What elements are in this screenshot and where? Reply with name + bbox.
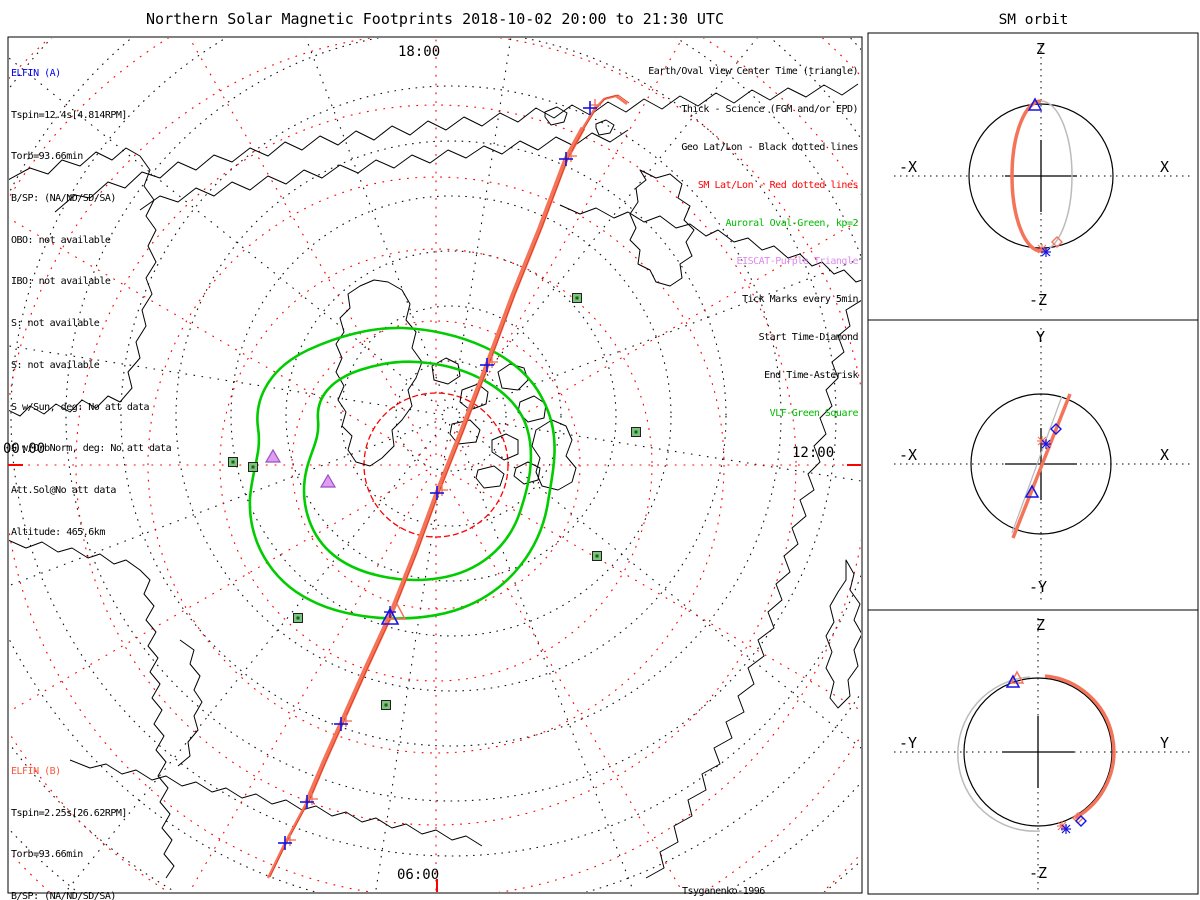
elfin-a-line: Torb=93.66min [11,151,83,163]
panel3-axis-right: Y [1160,734,1170,752]
elfin-a-line: S w/OrbNorm, deg: No att data [11,443,172,455]
panel2-axis-top: Y [1036,328,1046,346]
elfin-a-info: ELFIN (A) Tspin=12.4s[4.814RPM] Torb=93.… [11,39,172,567]
elfin-b-line: Tspin=2.25s[26.62RPM] [11,807,127,819]
legend-item: Earth/Oval View Center Time (triangle) [648,66,858,78]
legend-item: Start Time-Diamond [758,332,859,344]
elfin-b-line: B/SP: (NA/ND/SD/SA) [11,890,116,900]
panel2-axis-right: X [1160,446,1170,464]
mlt-label-06: 06:00 [397,867,440,883]
elfin-a-line: IBO: not available [11,276,111,288]
mlt-label-18: 18:00 [398,44,441,60]
sm-orbit-panels [894,45,1192,890]
legend-item: SM Lat/Lon - Red dotted lines [697,180,859,192]
legend-item: Thick - Science (FGM and/or EPD) [681,104,858,116]
elfin-a-line: Tspin=12.4s[4.814RPM] [11,109,127,121]
panel3-axis-top: Z [1036,616,1046,634]
elfin-a-line: B/SP: (NA/ND/SD/SA) [11,192,116,204]
panel1-axis-left: -X [899,158,918,176]
elfin-a-line: OBO: not available [11,234,111,246]
elfin-a-line: S w/Sun, deg: No att data [11,401,150,413]
elfin-a-line: Altitude: 465.6km [11,526,105,538]
geo-graticule [9,38,861,892]
station-markers [228,293,641,710]
panel1-axis-bottom: -Z [1029,291,1048,309]
panel3-axis-bottom: -Z [1029,864,1048,882]
auroral-oval [248,326,556,620]
plot-title: Northern Solar Magnetic Footprints 2018-… [146,10,724,28]
panel1-axis-top: Z [1036,40,1046,58]
sm-orbit-title: SM orbit [998,12,1069,28]
panel-frames [7,32,1199,895]
elfin-a-line: Att.Sol@No att data [11,485,116,496]
elfin-b-line: Torb=93.66min [11,849,83,861]
model-label: Tsyganenko-1996 [682,886,765,897]
legend-item: End Time-Asterisk [764,370,858,382]
elfin-b-info: ELFIN (B) Tspin=2.25s[26.62RPM] Torb=93.… [11,737,171,900]
mlt-label-12: 12:00 [792,445,835,461]
panel3-axis-left: -Y [899,734,918,752]
panel2-axis-bottom: -Y [1029,578,1048,596]
legend-item: VLF-Green Square [769,408,859,420]
map-legend: Earth/Oval View Center Time (triangle) T… [540,41,858,446]
legend-item: EISCAT-Purple Triangle [736,256,859,268]
coastlines [9,83,861,879]
map-footer: Tsyganenko-1996 Created: Sun Jan 29 08:3… [682,858,864,900]
panel1-axis-right: X [1160,158,1170,176]
elfin-a-line: S: not available [11,359,100,371]
elfin-a-line: S: not available [11,318,100,330]
legend-item: Geo Lat/Lon - Black dotted lines [681,142,858,154]
mlt-label-00: 00:00 [3,441,46,457]
elfin-b-header: ELFIN (B) [11,765,61,777]
elfin-a-header: ELFIN (A) [11,67,61,79]
satellite-footprint-track [266,94,630,879]
panel2-axis-left: -X [899,446,918,464]
legend-item: Tick Marks every 5min [742,294,858,306]
legend-item: Auroral Oval-Green, kp=2 [725,218,859,230]
